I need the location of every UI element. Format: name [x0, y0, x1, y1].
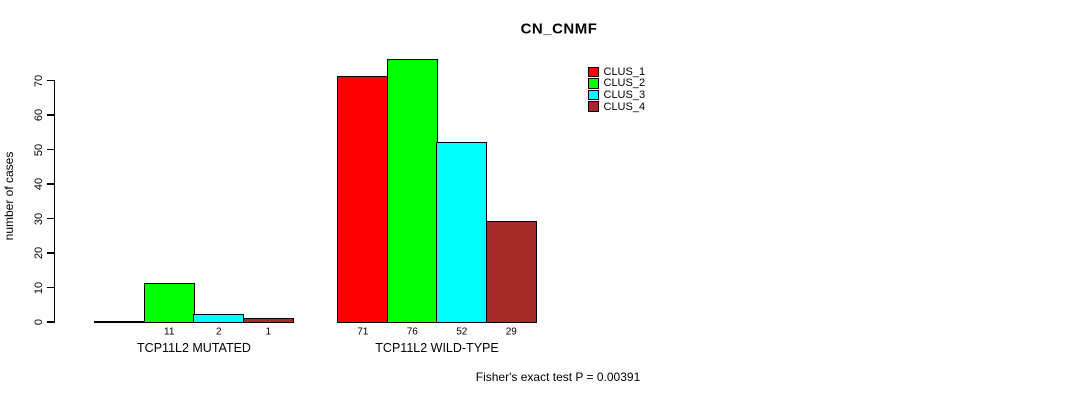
bar-clus_2 — [386, 59, 438, 323]
y-tick — [46, 114, 54, 116]
group-label: TCP11L2 WILD-TYPE — [375, 341, 499, 355]
bar-value-label: 52 — [456, 326, 468, 338]
legend-row: CLUS_3 — [588, 89, 645, 101]
bar-clus_3 — [193, 314, 245, 323]
legend-swatch — [588, 101, 599, 112]
y-tick-label: 30 — [33, 212, 45, 225]
bar-clus_4 — [242, 317, 294, 323]
y-tick-label: 0 — [33, 318, 45, 326]
bar-clus_1 — [337, 76, 389, 323]
bar-clus_4 — [485, 221, 537, 323]
y-tick-label: 10 — [33, 281, 45, 294]
bar-clus_1-zero — [94, 321, 146, 323]
y-tick-label: 20 — [33, 246, 45, 260]
legend-swatch — [588, 89, 599, 101]
y-tick-label: 50 — [33, 143, 45, 156]
legend-label: CLUS_2 — [603, 77, 646, 90]
y-axis-line — [53, 79, 55, 323]
y-tick — [46, 252, 54, 254]
annotation-text: Fisher's exact test P = 0.00391 — [475, 370, 641, 384]
bar-value-label: 29 — [505, 326, 517, 338]
bar-clus_3 — [436, 141, 488, 323]
y-tick — [46, 183, 54, 185]
y-axis-title: number of cases — [2, 151, 16, 241]
y-tick — [46, 79, 54, 82]
legend-row: CLUS_1 — [588, 66, 645, 78]
group-label: TCP11L2 MUTATED — [137, 341, 251, 355]
y-tick — [46, 148, 54, 151]
y-tick-label: 40 — [33, 177, 45, 191]
legend-label: CLUS_1 — [603, 65, 646, 78]
y-tick-label: 70 — [33, 74, 45, 87]
bar-value-label: 2 — [215, 326, 222, 338]
legend-label: CLUS_4 — [603, 100, 646, 113]
bar-value-label: 11 — [164, 326, 175, 338]
legend-row: CLUS_4 — [588, 101, 645, 113]
bar-value-label: 76 — [406, 326, 418, 338]
y-tick — [46, 321, 54, 323]
bar-clus_2 — [143, 283, 195, 323]
y-tick-label: 60 — [33, 108, 45, 122]
legend-swatch — [588, 66, 599, 78]
legend-label: CLUS_3 — [603, 88, 646, 101]
bar-value-label: 71 — [357, 326, 369, 338]
chart-title: CN_CNMF — [520, 20, 598, 38]
legend-row: CLUS_2 — [588, 77, 646, 90]
bar-value-label: 1 — [265, 326, 272, 338]
y-tick — [46, 217, 54, 220]
legend-swatch — [588, 78, 599, 89]
y-tick — [46, 286, 54, 289]
